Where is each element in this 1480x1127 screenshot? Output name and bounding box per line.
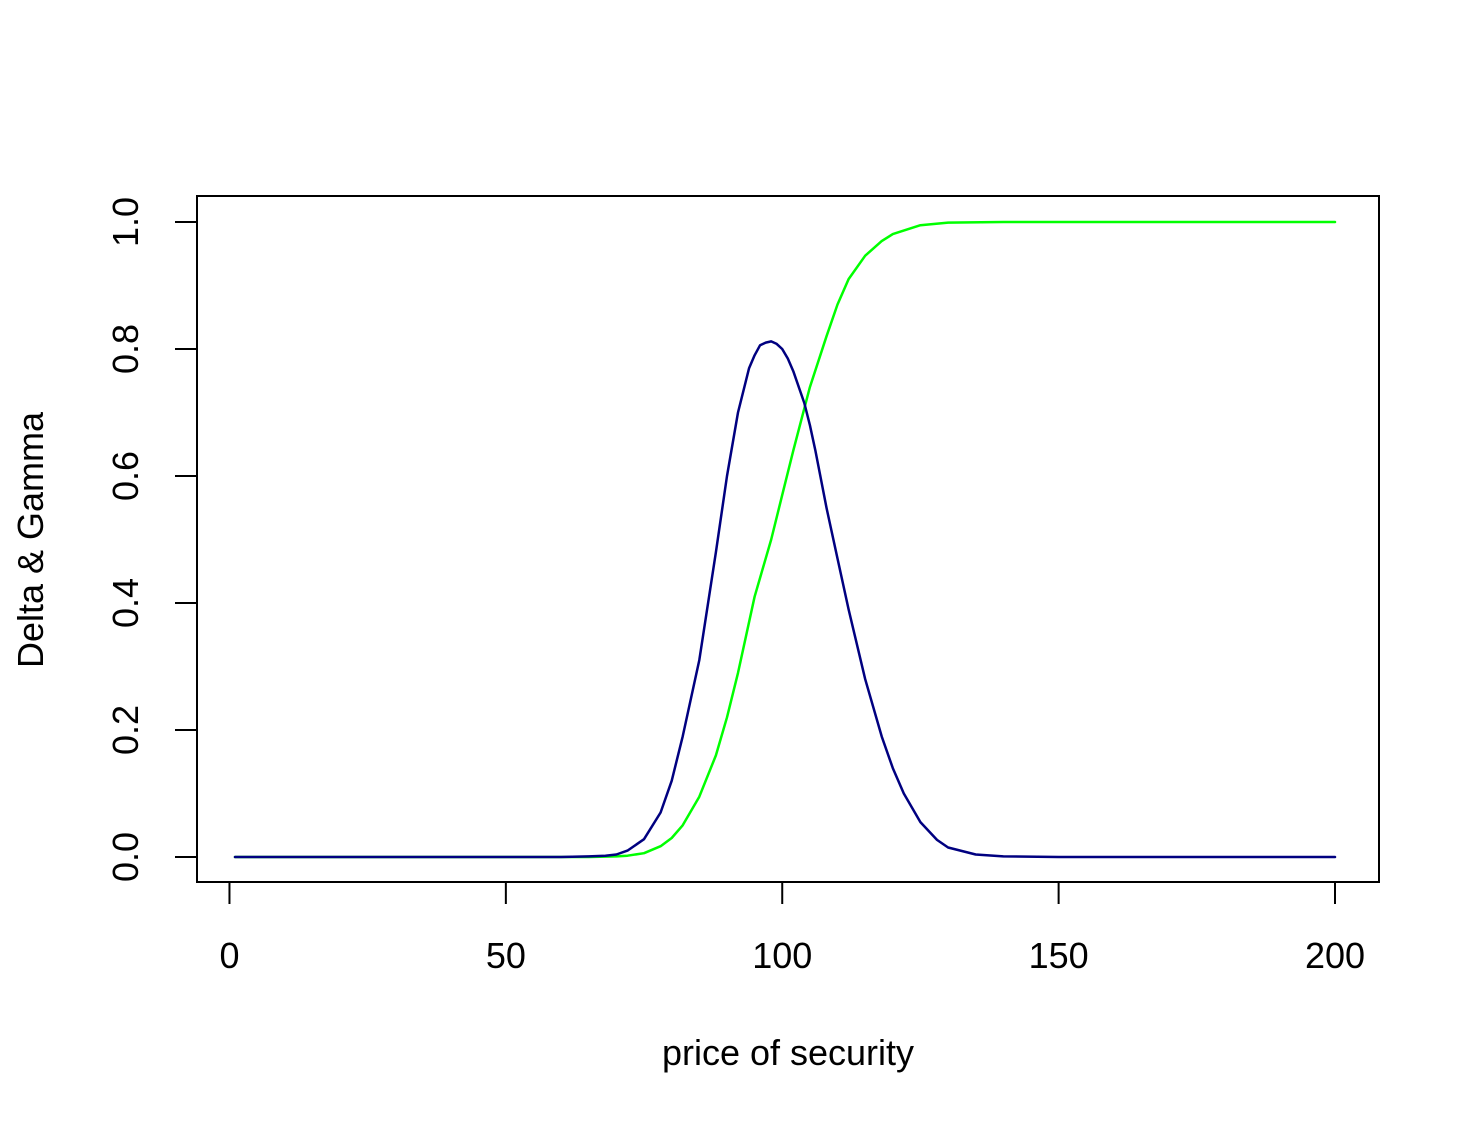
series-layer [233,220,1337,859]
plot-frame [196,195,1380,883]
x-axis-title: price of security [662,1032,914,1073]
x-tick-label: 100 [752,935,812,976]
x-tick-label: 150 [1029,935,1089,976]
y-tick-label: 0.0 [105,832,146,882]
series-line-green [233,220,1337,859]
y-tick-label: 0.8 [105,324,146,374]
y-tick-label: 0.6 [105,451,146,501]
x-tick-label: 50 [486,935,526,976]
y-tick-label: 1.0 [105,197,146,247]
y-axis-title: Delta & Gamma [10,411,51,668]
x-axis: 0 50 100 150 200 [219,881,1365,976]
y-tick-label: 0.4 [105,578,146,628]
x-tick-label: 0 [219,935,239,976]
y-tick-label: 0.2 [105,705,146,755]
series-line-navy [233,340,1337,859]
x-tick-label: 200 [1305,935,1365,976]
y-axis: 0.0 0.2 0.4 0.6 0.8 1.0 [105,197,198,882]
